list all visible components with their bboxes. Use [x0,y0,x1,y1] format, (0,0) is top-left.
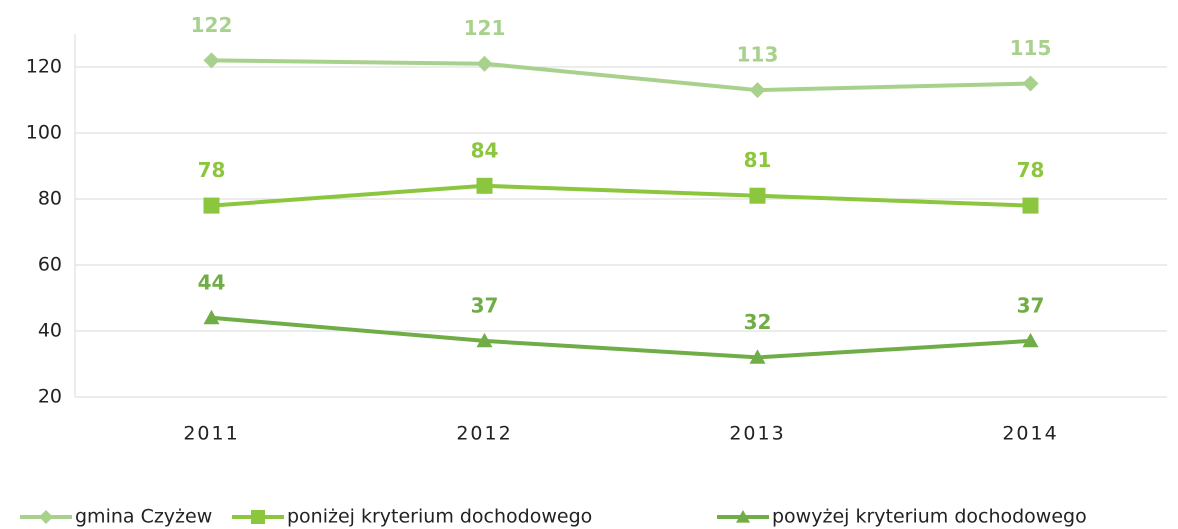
y-tick-label: 20 [38,386,62,408]
marker [749,82,766,99]
series-line [211,315,1031,360]
series-line [211,183,1031,208]
legend-label: poniżej kryterium dochodowego [287,506,592,528]
legend-label: gmina Czyżew [75,506,212,528]
marker [1022,75,1039,92]
data-label: 37 [1017,293,1045,317]
x-tick-label: 2011 [183,423,239,445]
marker [749,349,766,364]
marker [203,197,220,214]
data-label: 113 [737,43,779,67]
x-tick-label: 2012 [456,423,512,445]
data-label: 81 [744,148,772,172]
marker [251,510,265,524]
y-tick-label: 100 [26,122,62,144]
marker [476,332,493,348]
data-label: 121 [464,16,506,40]
y-tick-label: 60 [38,254,62,276]
marker [749,187,766,204]
marker [1022,332,1039,348]
data-label: 37 [471,293,499,317]
y-tick-label: 80 [38,188,62,210]
x-tick-label: 2014 [1002,423,1058,445]
data-label: 78 [1017,158,1045,182]
series-line [211,58,1031,93]
marker [736,510,750,523]
y-tick-label: 120 [26,56,62,78]
marker [476,177,493,194]
marker [39,510,53,524]
legend-label: powyżej kryterium dochodowego [772,506,1087,528]
data-label: 44 [198,270,226,294]
x-tick-label: 2013 [729,423,785,445]
marker [1022,197,1039,214]
marker [203,52,220,69]
data-label: 115 [1010,36,1052,60]
data-label: 32 [744,310,772,334]
marker [203,309,220,325]
marker [476,55,493,72]
data-label: 78 [198,158,226,182]
y-tick-label: 40 [38,320,62,342]
data-label: 122 [191,13,233,37]
data-label: 84 [471,138,499,162]
